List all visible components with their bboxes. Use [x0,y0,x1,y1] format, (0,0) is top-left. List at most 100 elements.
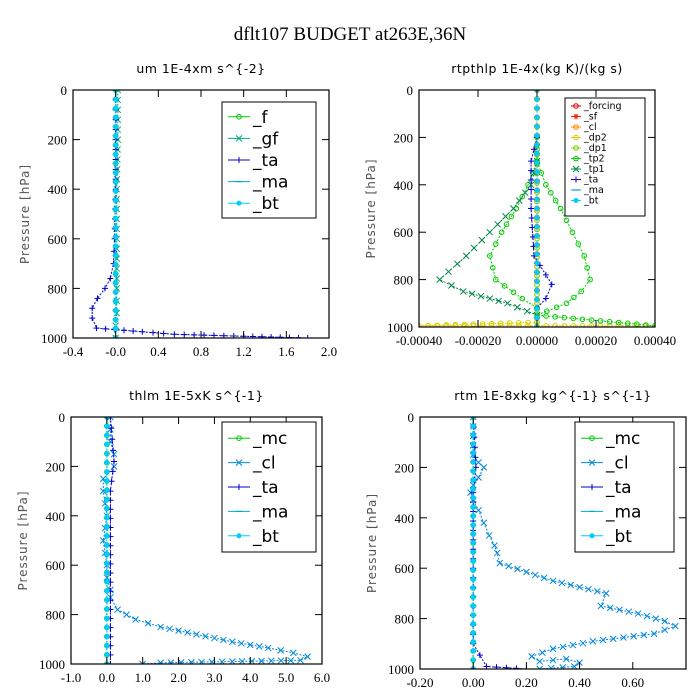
data-point [113,317,119,323]
data-point [110,447,117,454]
data-point [547,664,555,669]
y-tick-label: 200 [395,460,415,475]
data-point [563,300,570,307]
data-point [528,196,535,203]
data-point [470,594,476,600]
data-point [267,657,275,664]
y-tick-label: 1000 [41,331,67,346]
series-line [115,90,119,338]
data-point [519,193,526,200]
data-point [470,495,476,501]
data-point [249,333,256,338]
legend: _f_gf_ta_ma_bt [221,101,317,219]
legend-label: _ta [252,478,279,498]
data-point [575,241,582,247]
data-point [470,531,476,537]
data-point [468,290,476,298]
legend-swatch-marker [236,157,242,163]
x-tick-label: 2.0 [170,670,186,685]
x-tick-label: 0.60 [621,675,644,690]
data-point [104,606,110,612]
data-point [563,217,570,224]
data-point [470,486,476,492]
legend-swatch-marker [236,435,242,442]
data-point [113,188,119,194]
data-point [534,169,540,175]
y-tick-label: 800 [48,281,68,296]
y-tick-label: 0 [407,83,414,98]
data-point [640,631,648,639]
data-point [489,264,496,271]
data-point [602,590,610,597]
data-point [89,315,96,322]
x-tick-label: 0.00040 [634,333,676,348]
legend-label: _sf [583,112,598,123]
legend-label: _f [252,108,269,128]
data-point [493,664,500,669]
data-point [531,146,538,153]
data-point [113,280,119,286]
legend-label: _cl [583,122,597,133]
data-point [534,96,540,102]
data-point [237,639,245,647]
legend: _mc _cl _ta _ma _bt [221,421,317,553]
data-point [504,299,511,307]
data-point [536,665,544,669]
legend-label: _cl [252,454,276,474]
data-point [578,288,585,295]
y-tick-label: 600 [394,225,414,240]
legend-label: _forcing [583,101,622,112]
data-point [542,271,549,278]
legend-label: _ta [583,175,598,186]
data-point [634,610,642,617]
data-point [579,323,586,327]
panel-title: rtpthlp 1E-4x(kg K)/(kg s) [451,61,623,76]
legend-label: _cl [605,454,629,474]
data-point [534,178,540,184]
data-point [534,306,540,312]
x-tick-label: 0.8 [193,344,209,359]
data-point [470,603,476,609]
legend-swatch-marker [235,459,243,466]
legend-label: _gf [252,129,279,149]
y-tick-label: 800 [395,612,415,627]
data-point [462,252,470,260]
data-point [587,276,593,283]
data-point [497,323,504,327]
series-line [438,160,538,316]
data-point [479,323,486,327]
data-point [107,275,114,282]
data-point [475,474,482,481]
data-point [102,325,109,332]
data-point [548,281,555,288]
data-point [104,652,110,658]
y-tick-label: 800 [394,273,414,288]
data-point [478,236,486,244]
data-point [552,323,558,327]
data-point [571,294,577,301]
data-point [108,425,115,432]
data-point [470,468,476,474]
data-point [470,432,476,438]
y-tick-label: 800 [46,608,66,623]
data-point [157,623,164,631]
data-point [181,331,188,338]
data-point [498,229,505,235]
data-point [107,417,114,420]
data-point [104,570,110,576]
data-point [597,602,605,610]
data-point [139,328,146,335]
data-point [470,567,476,573]
data-point [191,331,198,338]
data-point [445,268,452,276]
data-point [523,568,530,576]
data-point [434,323,440,327]
data-point [606,604,614,612]
data-point [452,323,459,327]
data-point [513,303,521,311]
data-point [304,653,312,660]
data-point [491,542,498,549]
data-point [177,659,185,664]
data-point [120,327,127,334]
legend: _forcing_sf_cl_dp2_dp1_tp2_tp1_ta_ma_bt [564,97,646,217]
